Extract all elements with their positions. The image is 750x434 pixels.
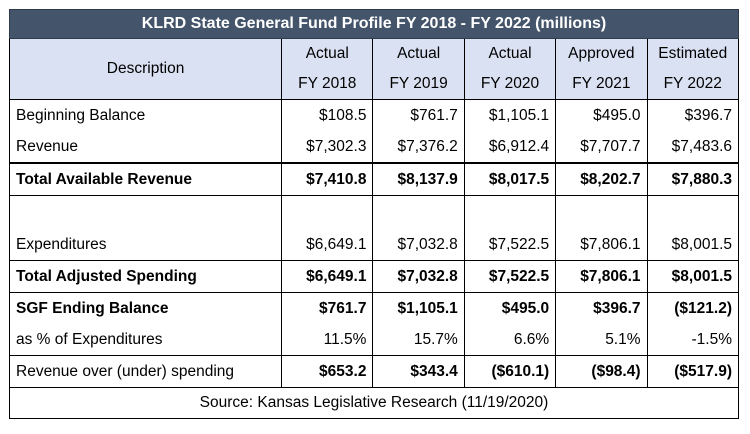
table-cell: $396.7	[555, 292, 648, 324]
col-header-fy2018-line2: FY 2018	[281, 69, 374, 100]
table-cell: $7,410.8	[281, 162, 374, 196]
col-header-fy2018-line1: Actual	[281, 38, 374, 69]
empty-cell	[555, 195, 648, 229]
row-label-expenditures: Expenditures	[8, 229, 283, 261]
table-cell: $495.0	[463, 292, 557, 324]
table-row: Total Adjusted Spending $6,649.1 $7,032.…	[8, 260, 740, 293]
col-header-fy2021-line2: FY 2021	[555, 69, 648, 100]
table-cell: $8,001.5	[646, 229, 740, 261]
table-cell: ($121.2)	[646, 292, 740, 324]
table-title: KLRD State General Fund Profile FY 2018 …	[9, 9, 739, 39]
table-cell: ($610.1)	[463, 355, 557, 388]
table-cell: ($517.9)	[646, 355, 740, 388]
table-cell: $7,302.3	[281, 131, 374, 164]
row-label-beginning-balance: Beginning Balance	[8, 99, 283, 131]
source-row: Source: Kansas Legislative Research (11/…	[9, 387, 739, 419]
table-cell: $1,105.1	[463, 99, 557, 131]
table-cell: $7,707.7	[555, 131, 648, 164]
table-cell: $761.7	[281, 292, 374, 324]
table-row: Beginning Balance $108.5 $761.7 $1,105.1…	[8, 99, 740, 131]
header-row-1: Description Actual Actual Actual Approve…	[8, 38, 740, 100]
table-cell: $7,522.5	[463, 260, 557, 293]
table-cell: $7,880.3	[646, 162, 740, 196]
spacer-row	[8, 195, 740, 229]
table-cell: $6,649.1	[281, 260, 374, 293]
table-cell: $7,032.8	[372, 229, 465, 261]
col-header-fy2022-line1: Estimated	[646, 38, 740, 69]
table-row: Revenue $7,302.3 $7,376.2 $6,912.4 $7,70…	[8, 131, 740, 164]
row-label-sgf-ending-balance: SGF Ending Balance	[8, 292, 283, 324]
table-cell: $495.0	[555, 99, 648, 131]
table-cell: 11.5%	[281, 324, 374, 356]
table-row: Revenue over (under) spending $653.2 $34…	[8, 355, 740, 388]
empty-cell	[8, 195, 283, 229]
col-header-fy2019-line1: Actual	[372, 38, 465, 69]
col-header-fy2021-line1: Approved	[555, 38, 648, 69]
table-cell: $8,202.7	[555, 162, 648, 196]
table-cell: -1.5%	[646, 324, 740, 356]
table-cell: 15.7%	[372, 324, 465, 356]
table-cell: $8,137.9	[372, 162, 465, 196]
table-row: Total Available Revenue $7,410.8 $8,137.…	[8, 162, 740, 196]
table-cell: $8,001.5	[646, 260, 740, 293]
table-cell: $7,376.2	[372, 131, 465, 164]
table-cell: 5.1%	[555, 324, 648, 356]
table-cell: $761.7	[372, 99, 465, 131]
table-cell: $7,806.1	[555, 260, 648, 293]
description-header: Description	[8, 38, 283, 100]
source-note: Source: Kansas Legislative Research (11/…	[9, 387, 739, 419]
col-header-fy2022-line2: FY 2022	[646, 69, 740, 100]
table-cell: $6,649.1	[281, 229, 374, 261]
table-cell: $7,806.1	[555, 229, 648, 261]
header-row-2: FY 2018 FY 2019 FY 2020 FY 2021 FY 2022	[10, 69, 740, 100]
empty-cell	[646, 195, 740, 229]
row-label-total-adjusted-spending: Total Adjusted Spending	[8, 260, 283, 293]
col-header-fy2020-line2: FY 2020	[463, 69, 557, 100]
table-cell: $653.2	[281, 355, 374, 388]
row-label-revenue: Revenue	[8, 131, 283, 164]
row-label-pct-of-expenditures: as % of Expenditures	[8, 324, 283, 356]
empty-cell	[372, 195, 465, 229]
table-row: Expenditures $6,649.1 $7,032.8 $7,522.5 …	[8, 229, 740, 261]
empty-cell	[281, 195, 374, 229]
row-label-revenue-over-under: Revenue over (under) spending	[8, 355, 283, 388]
table-row: as % of Expenditures 11.5% 15.7% 6.6% 5.…	[8, 324, 740, 356]
table-row: SGF Ending Balance $761.7 $1,105.1 $495.…	[8, 292, 740, 324]
table-cell: ($98.4)	[555, 355, 648, 388]
table-cell: $8,017.5	[463, 162, 557, 196]
sgf-profile-table: KLRD State General Fund Profile FY 2018 …	[8, 9, 740, 419]
col-header-fy2020-line1: Actual	[463, 38, 557, 69]
table-cell: $6,912.4	[463, 131, 557, 164]
table-cell: $108.5	[281, 99, 374, 131]
sgf-profile-table-container: KLRD State General Fund Profile FY 2018 …	[8, 9, 740, 419]
table-cell: $7,483.6	[646, 131, 740, 164]
row-label-total-available-revenue: Total Available Revenue	[8, 162, 283, 196]
table-cell: $343.4	[372, 355, 465, 388]
table-cell: $7,032.8	[372, 260, 465, 293]
table-cell: $7,522.5	[463, 229, 557, 261]
col-header-fy2019-line2: FY 2019	[372, 69, 465, 100]
empty-cell	[463, 195, 557, 229]
table-cell: 6.6%	[463, 324, 557, 356]
title-row: KLRD State General Fund Profile FY 2018 …	[9, 9, 739, 39]
table-cell: $1,105.1	[372, 292, 465, 324]
table-cell: $396.7	[646, 99, 740, 131]
